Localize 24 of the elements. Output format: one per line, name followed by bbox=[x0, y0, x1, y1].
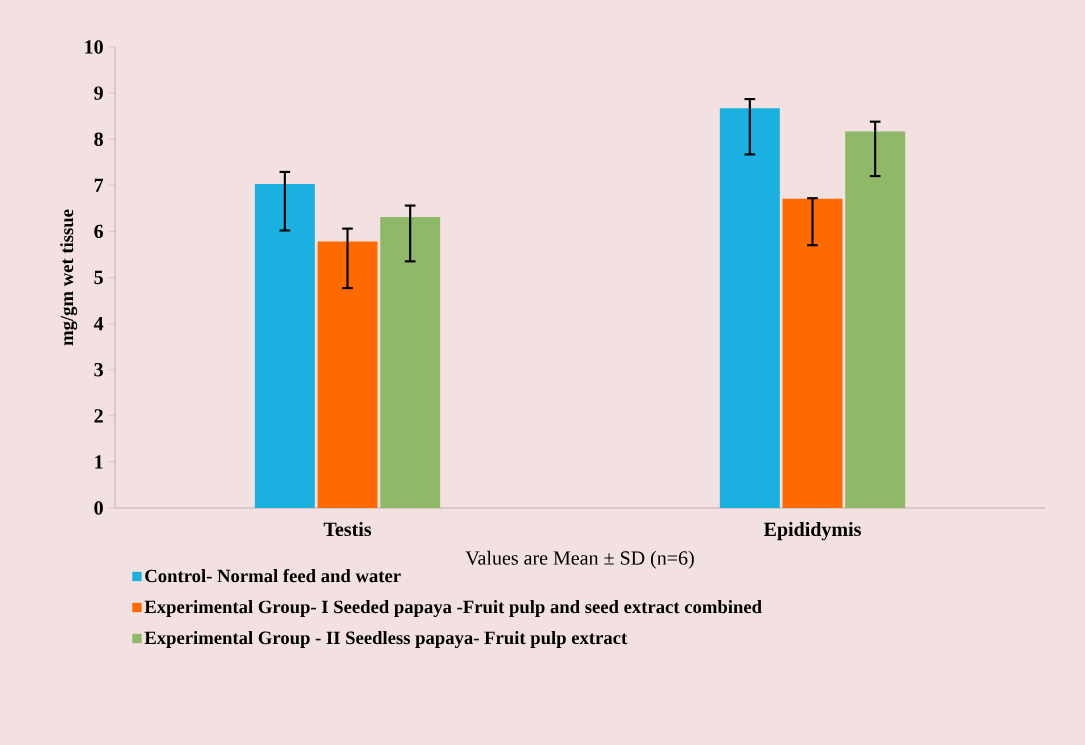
y-tick-label: 2 bbox=[94, 409, 103, 423]
bar bbox=[845, 131, 906, 508]
x-tick-label: Testis bbox=[323, 522, 372, 537]
legend-label: Experimental Group - II Seedless papaya- Fruit pulp extract bbox=[144, 630, 628, 648]
bar bbox=[317, 241, 378, 508]
y-axis-title: mg/gm wet tissue bbox=[60, 209, 78, 346]
y-tick-label: 9 bbox=[94, 86, 103, 100]
bar bbox=[782, 198, 843, 508]
y-tick-label: 3 bbox=[94, 362, 103, 377]
legend-label: Experimental Group- I Seeded papaya -Fruit pulp and seed extract combined bbox=[144, 600, 762, 618]
y-tick-label: 7 bbox=[94, 178, 104, 192]
y-tick-label: 0 bbox=[94, 501, 103, 515]
y-tick-label: 6 bbox=[94, 224, 104, 239]
bar bbox=[719, 108, 780, 508]
bar bbox=[380, 217, 441, 508]
legend-label: Control- Normal feed and water bbox=[145, 568, 401, 583]
x-axis-title: Values are Mean ± SD (n=6) bbox=[465, 550, 694, 569]
y-tick-label: 1 bbox=[95, 455, 103, 469]
y-tick-label: 4 bbox=[93, 317, 104, 331]
y-tick-label: 8 bbox=[94, 132, 103, 146]
bar bbox=[254, 183, 315, 508]
x-tick-label: Epididymis bbox=[763, 522, 861, 541]
y-tick-label: 10 bbox=[85, 40, 103, 54]
y-tick-label: 5 bbox=[94, 270, 103, 285]
